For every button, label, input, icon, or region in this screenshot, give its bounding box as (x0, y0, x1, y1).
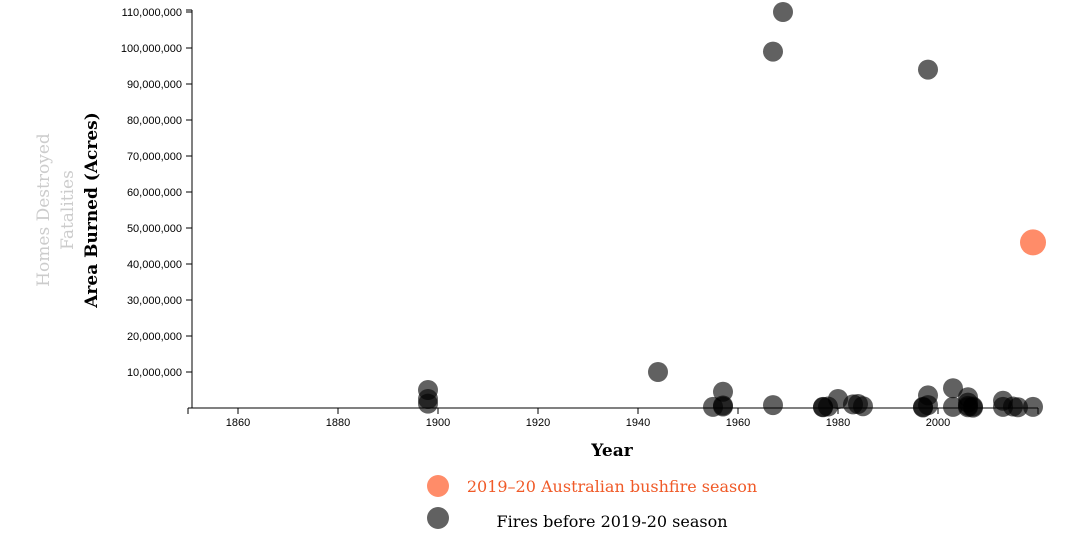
y-tick-label: 50,000,000 (127, 223, 182, 235)
y-tick-label: 100,000,000 (121, 43, 182, 55)
legend: 2019–20 Australian bushfire season Fires… (427, 475, 757, 531)
y-axis: 10,000,000 20,000,000 30,000,000 40,000,000… (121, 7, 193, 408)
data-point-historical[interactable] (418, 393, 438, 414)
legend-label-2019-20: 2019–20 Australian bushfire season (467, 477, 757, 496)
data-point-historical[interactable] (713, 381, 733, 402)
legend-swatch-before-2019-20 (427, 507, 449, 529)
data-point-historical[interactable] (943, 378, 963, 399)
x-tick-label: 1920 (526, 417, 550, 429)
data-points (418, 2, 1046, 418)
data-point-historical[interactable] (713, 396, 733, 417)
y-tick-label: 70,000,000 (127, 151, 182, 163)
y-tick-label: 30,000,000 (127, 295, 182, 307)
y-axis-option-homes-destroyed[interactable]: Homes Destroyed (34, 133, 54, 287)
y-tick-label: 90,000,000 (127, 79, 182, 91)
y-tick-label: 10,000,000 (127, 367, 182, 379)
y-axis-title[interactable]: Area Burned (Acres) (82, 112, 102, 309)
x-tick-label: 1880 (326, 417, 350, 429)
data-point-historical[interactable] (963, 397, 983, 418)
y-tick-label: 20,000,000 (127, 331, 182, 343)
y-tick-label: 80,000,000 (127, 115, 182, 127)
data-point-2019-20[interactable] (1020, 229, 1046, 256)
x-tick-label: 2000 (926, 417, 950, 429)
data-point-historical[interactable] (918, 59, 938, 80)
data-point-historical[interactable] (763, 395, 783, 416)
data-point-historical[interactable] (1008, 397, 1028, 418)
x-tick-label: 1960 (726, 417, 750, 429)
data-point-historical[interactable] (853, 396, 873, 417)
y-tick-label: 110,000,000 (122, 7, 182, 19)
x-axis-title: Year (590, 441, 633, 461)
legend-swatch-2019-20 (427, 475, 449, 497)
x-tick-label: 1860 (226, 417, 250, 429)
data-point-historical[interactable] (943, 396, 963, 417)
data-point-historical[interactable] (648, 362, 668, 382)
x-tick-label: 1940 (626, 417, 650, 429)
legend-label-before-2019-20: Fires before 2019-20 season (496, 512, 727, 531)
y-tick-label: 60,000,000 (127, 187, 182, 199)
x-tick-label: 1980 (826, 417, 850, 429)
data-point-historical[interactable] (763, 41, 783, 62)
x-tick-label: 1900 (426, 417, 450, 429)
y-axis-option-fatalities[interactable]: Fatalities (58, 170, 78, 250)
y-tick-label: 40,000,000 (127, 259, 182, 271)
data-point-historical[interactable] (773, 2, 793, 22)
data-point-historical[interactable] (1023, 396, 1043, 417)
data-point-historical[interactable] (828, 389, 848, 409)
x-axis: 1860 1880 1900 1920 1940 1960 1980 2000 (187, 407, 1039, 429)
data-point-historical[interactable] (918, 395, 938, 416)
